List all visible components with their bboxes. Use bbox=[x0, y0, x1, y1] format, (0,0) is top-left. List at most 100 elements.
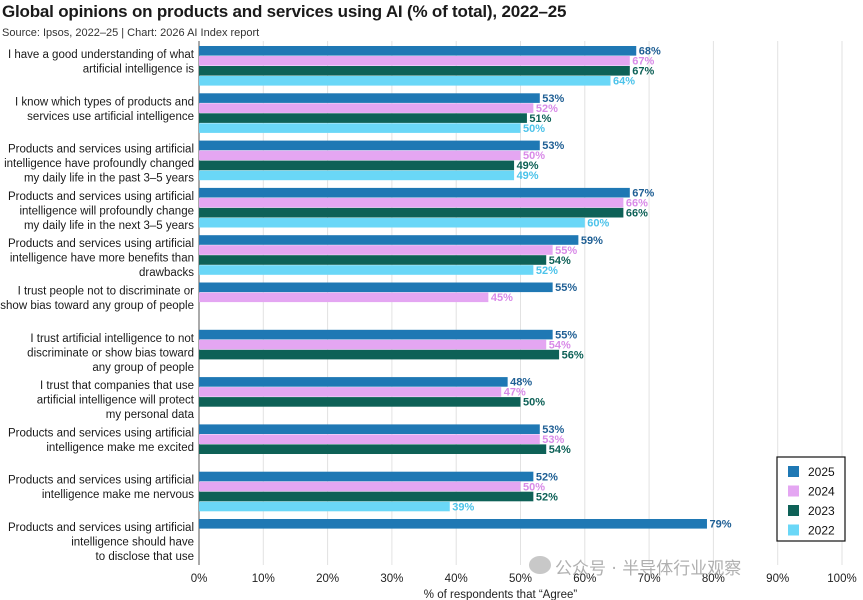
data-label: 53% bbox=[542, 93, 564, 105]
category-label: Products and services using artificial in… bbox=[8, 238, 194, 279]
bar bbox=[199, 387, 502, 397]
x-tick-label: 20% bbox=[316, 573, 339, 585]
x-tick-label: 100% bbox=[827, 573, 856, 585]
data-label: 67% bbox=[632, 56, 654, 68]
category-label: Products and services using artificial in… bbox=[8, 475, 194, 502]
category-label: I trust that companies that use artificia… bbox=[37, 380, 195, 421]
legend-label: 2023 bbox=[808, 504, 835, 518]
category-label: I have a good understanding of what artif… bbox=[8, 49, 195, 76]
data-label: 50% bbox=[523, 123, 545, 135]
data-label: 60% bbox=[587, 218, 609, 230]
data-label: 50% bbox=[523, 397, 545, 409]
bar bbox=[199, 519, 707, 529]
bar bbox=[199, 140, 540, 151]
data-label: 47% bbox=[504, 387, 526, 399]
data-label: 54% bbox=[549, 444, 571, 456]
x-tick-label: 0% bbox=[191, 573, 208, 585]
bar bbox=[199, 255, 547, 265]
data-label: 52% bbox=[536, 103, 558, 115]
data-label: 56% bbox=[562, 349, 584, 361]
category-label: Products and services using artificial in… bbox=[8, 191, 194, 232]
watermark: 公众号 · 半导体行业观察 bbox=[525, 554, 741, 579]
data-label: 64% bbox=[613, 76, 635, 88]
legend-swatch bbox=[788, 524, 799, 536]
x-tick-label: 50% bbox=[509, 573, 532, 585]
bar bbox=[199, 150, 521, 161]
data-label: 49% bbox=[517, 160, 539, 172]
legend-label: 2022 bbox=[808, 524, 835, 538]
bar bbox=[199, 123, 521, 133]
x-tick-label: 90% bbox=[766, 573, 789, 585]
data-label: 55% bbox=[555, 329, 577, 341]
category-label: Products and services using artificial in… bbox=[8, 427, 194, 454]
x-tick-label: 40% bbox=[445, 573, 468, 585]
data-label: 53% bbox=[542, 434, 564, 446]
data-label: 45% bbox=[491, 292, 513, 304]
category-label: I know which types of products and servic… bbox=[15, 96, 194, 123]
legend-swatch bbox=[788, 505, 799, 516]
category-label: I trust artificial intelligence to not di… bbox=[27, 333, 195, 374]
data-label: 53% bbox=[542, 424, 564, 436]
data-label: 68% bbox=[639, 46, 661, 58]
bar bbox=[199, 103, 534, 113]
watermark-text: 公众号 · 半导体行业观察 bbox=[555, 559, 742, 579]
category-label: Products and services using artificial in… bbox=[4, 144, 194, 185]
legend: 2025 2024 2023 2022 bbox=[776, 456, 846, 542]
bar bbox=[199, 282, 553, 293]
bar bbox=[199, 245, 553, 255]
bar bbox=[199, 471, 534, 482]
bar bbox=[199, 434, 540, 444]
bar bbox=[199, 197, 624, 208]
bar bbox=[199, 207, 624, 218]
data-label: 55% bbox=[555, 245, 577, 257]
data-label: 48% bbox=[510, 377, 532, 389]
chart-subtitle: Source: Ipsos, 2022–25 | Chart: 2026 AI … bbox=[2, 27, 260, 39]
data-label: 54% bbox=[549, 339, 571, 351]
legend-swatch bbox=[788, 485, 799, 497]
bar bbox=[199, 235, 579, 245]
bar bbox=[199, 329, 553, 340]
bar bbox=[199, 187, 630, 198]
data-label: 59% bbox=[581, 235, 603, 247]
bar bbox=[199, 76, 611, 86]
x-axis: 0% 10% 20% 30% 40% 50% 60% 70% 80% 90% 100% % of re… bbox=[191, 573, 857, 600]
x-tick-label: 80% bbox=[702, 573, 725, 585]
bar bbox=[199, 217, 585, 228]
bars bbox=[199, 46, 707, 529]
x-axis-label: % of respondents that “Agree” bbox=[424, 589, 578, 600]
bar bbox=[199, 501, 450, 512]
bar bbox=[199, 170, 515, 181]
bar bbox=[199, 444, 547, 454]
category-labels: I have a good understanding of what artif… bbox=[0, 49, 195, 563]
wechat-icon bbox=[529, 556, 551, 574]
data-label: 39% bbox=[452, 501, 474, 513]
data-label: 79% bbox=[709, 519, 731, 531]
data-label: 50% bbox=[523, 150, 545, 162]
bar bbox=[199, 46, 637, 56]
bar bbox=[199, 265, 534, 275]
value-labels: 68%67%67%64%53%52%51%50%53%50%49%49%67%6… bbox=[452, 46, 731, 531]
data-label: 67% bbox=[632, 188, 654, 200]
bar bbox=[199, 66, 630, 76]
data-label: 51% bbox=[529, 113, 551, 125]
data-label: 52% bbox=[536, 265, 558, 277]
legend-label: 2024 bbox=[808, 485, 835, 499]
x-tick-label: 70% bbox=[638, 573, 661, 585]
data-label: 53% bbox=[542, 140, 564, 152]
bar bbox=[199, 424, 540, 434]
legend-label: 2025 bbox=[808, 465, 835, 479]
bar bbox=[199, 292, 489, 303]
bar bbox=[199, 491, 534, 502]
data-label: 50% bbox=[523, 481, 545, 493]
category-label: Products and services using artificial in… bbox=[8, 522, 194, 563]
data-label: 54% bbox=[549, 255, 571, 267]
bar bbox=[199, 113, 527, 123]
data-label: 52% bbox=[536, 491, 558, 503]
category-label: I trust people not to discriminate or sho… bbox=[0, 286, 194, 313]
bar bbox=[199, 349, 560, 360]
data-label: 52% bbox=[536, 471, 558, 483]
data-label: 55% bbox=[555, 282, 577, 294]
bar bbox=[199, 339, 547, 350]
x-tick-label: 60% bbox=[573, 573, 596, 585]
data-label: 67% bbox=[632, 66, 654, 78]
